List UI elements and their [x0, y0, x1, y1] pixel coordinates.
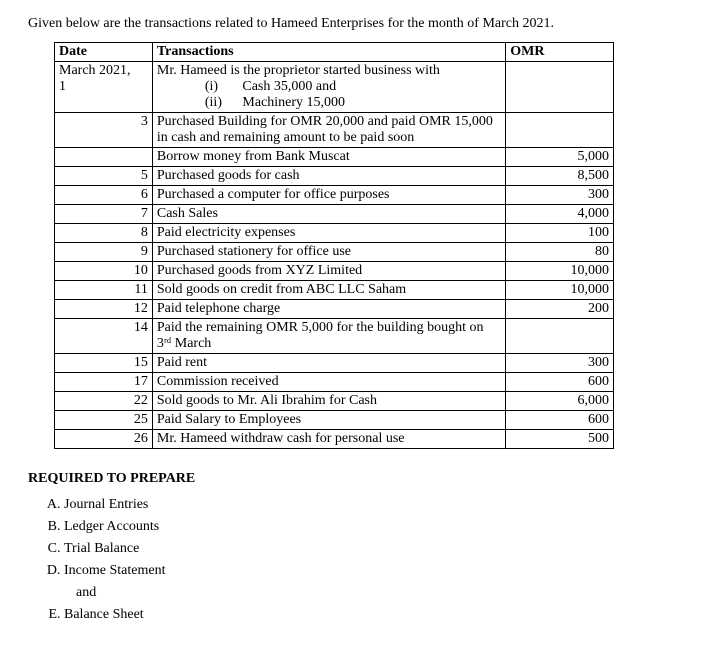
date-cell: 25	[55, 411, 153, 430]
table-row: 26 Mr. Hameed withdraw cash for personal…	[55, 430, 614, 449]
table-row: 11 Sold goods on credit from ABC LLC Sah…	[55, 281, 614, 300]
required-list: Journal Entries Ledger Accounts Trial Ba…	[64, 497, 677, 579]
omr-cell	[506, 62, 614, 113]
txn-cell: Purchased Building for OMR 20,000 and pa…	[152, 113, 505, 148]
table-row: 9 Purchased stationery for office use 80	[55, 243, 614, 262]
date-cell: 15	[55, 354, 153, 373]
list-item: Ledger Accounts	[64, 519, 677, 535]
txn-cell: Paid electricity expenses	[152, 224, 505, 243]
omr-cell: 600	[506, 373, 614, 392]
txn-cell: Commission received	[152, 373, 505, 392]
table-row: 25 Paid Salary to Employees 600	[55, 411, 614, 430]
txn-cell: Mr. Hameed is the proprietor started bus…	[152, 62, 505, 113]
header-transactions: Transactions	[152, 43, 505, 62]
table-row: 12 Paid telephone charge 200	[55, 300, 614, 319]
txn-cell: Purchased a computer for office purposes	[152, 186, 505, 205]
date-cell: 9	[55, 243, 153, 262]
txn-cell: Sold goods on credit from ABC LLC Saham	[152, 281, 505, 300]
required-list-cont: Balance Sheet	[64, 607, 677, 623]
txn-cell: Paid the remaining OMR 5,000 for the bui…	[152, 319, 505, 354]
omr-cell: 4,000	[506, 205, 614, 224]
date-cell: 8	[55, 224, 153, 243]
date-cell	[55, 148, 153, 167]
roman-label: (ii)	[205, 95, 239, 111]
table-row: 17 Commission received 600	[55, 373, 614, 392]
list-item: Journal Entries	[64, 497, 677, 513]
table-row: March 2021, 1 Mr. Hameed is the propriet…	[55, 62, 614, 113]
txn-text: Cash 35,000 and	[242, 79, 336, 94]
date-cell: 11	[55, 281, 153, 300]
txn-cell: Purchased goods from XYZ Limited	[152, 262, 505, 281]
table-row: 3 Purchased Building for OMR 20,000 and …	[55, 113, 614, 148]
date-cell: 22	[55, 392, 153, 411]
omr-cell: 5,000	[506, 148, 614, 167]
required-heading: REQUIRED TO PREPARE	[28, 471, 677, 487]
date-cell: 3	[55, 113, 153, 148]
omr-cell: 80	[506, 243, 614, 262]
date-cell: 10	[55, 262, 153, 281]
txn-text: Machinery 15,000	[242, 95, 345, 110]
txn-text: Mr. Hameed is the proprietor started bus…	[157, 63, 440, 78]
txn-cell: Cash Sales	[152, 205, 505, 224]
table-row: 22 Sold goods to Mr. Ali Ibrahim for Cas…	[55, 392, 614, 411]
header-date: Date	[55, 43, 153, 62]
omr-cell: 6,000	[506, 392, 614, 411]
date-cell: 12	[55, 300, 153, 319]
and-text: and	[76, 585, 677, 601]
table-row: 8 Paid electricity expenses 100	[55, 224, 614, 243]
roman-label: (i)	[205, 79, 239, 95]
list-item: Income Statement	[64, 563, 677, 579]
omr-cell: 600	[506, 411, 614, 430]
table-row: Borrow money from Bank Muscat 5,000	[55, 148, 614, 167]
table-row: 5 Purchased goods for cash 8,500	[55, 167, 614, 186]
txn-cell: Mr. Hameed withdraw cash for personal us…	[152, 430, 505, 449]
date-cell: 5	[55, 167, 153, 186]
date-cell: March 2021, 1	[55, 62, 153, 113]
omr-cell: 10,000	[506, 262, 614, 281]
date-text: March 2021,	[59, 63, 131, 78]
omr-cell	[506, 113, 614, 148]
omr-cell: 100	[506, 224, 614, 243]
table-header-row: Date Transactions OMR	[55, 43, 614, 62]
table-row: 6 Purchased a computer for office purpos…	[55, 186, 614, 205]
table-row: 15 Paid rent 300	[55, 354, 614, 373]
txn-cell: Purchased stationery for office use	[152, 243, 505, 262]
date-cell: 17	[55, 373, 153, 392]
intro-text: Given below are the transactions related…	[28, 16, 677, 32]
omr-cell	[506, 319, 614, 354]
omr-cell: 500	[506, 430, 614, 449]
date-cell: 14	[55, 319, 153, 354]
date-cell: 26	[55, 430, 153, 449]
date-text: 1	[59, 79, 66, 94]
header-omr: OMR	[506, 43, 614, 62]
txn-cell: Purchased goods for cash	[152, 167, 505, 186]
transactions-table: Date Transactions OMR March 2021, 1 Mr. …	[54, 42, 614, 449]
date-cell: 6	[55, 186, 153, 205]
date-cell: 7	[55, 205, 153, 224]
txn-cell: Paid rent	[152, 354, 505, 373]
list-item: Balance Sheet	[64, 607, 677, 623]
omr-cell: 200	[506, 300, 614, 319]
table-row: 7 Cash Sales 4,000	[55, 205, 614, 224]
omr-cell: 10,000	[506, 281, 614, 300]
txn-cell: Paid telephone charge	[152, 300, 505, 319]
omr-cell: 300	[506, 186, 614, 205]
txn-cell: Paid Salary to Employees	[152, 411, 505, 430]
txn-cell: Sold goods to Mr. Ali Ibrahim for Cash	[152, 392, 505, 411]
list-item: Trial Balance	[64, 541, 677, 557]
txn-cell: Borrow money from Bank Muscat	[152, 148, 505, 167]
table-row: 14 Paid the remaining OMR 5,000 for the …	[55, 319, 614, 354]
table-row: 10 Purchased goods from XYZ Limited 10,0…	[55, 262, 614, 281]
omr-cell: 300	[506, 354, 614, 373]
omr-cell: 8,500	[506, 167, 614, 186]
